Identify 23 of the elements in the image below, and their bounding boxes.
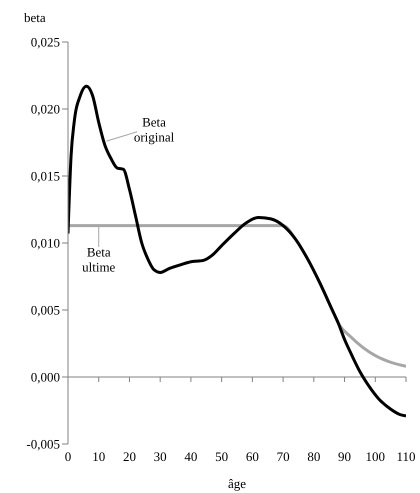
- y-tick-label: -0,005: [26, 436, 60, 452]
- legend-label: Beta ultime: [82, 244, 116, 274]
- y-tick-label: 0,015: [30, 168, 60, 184]
- x-tick-label: 30: [154, 449, 167, 464]
- x-tick-label: 0: [64, 449, 72, 464]
- x-tick-label: 50: [215, 449, 228, 464]
- y-tick-label: 0,020: [30, 102, 60, 117]
- x-tick-label: 110: [396, 449, 416, 464]
- y-tick-label: 0,010: [30, 236, 60, 251]
- x-axis-title: âge: [228, 476, 246, 491]
- x-tick-label: 80: [307, 449, 320, 464]
- x-tick-label: 100: [366, 449, 386, 464]
- x-tick-label: 70: [276, 449, 290, 464]
- x-tick-label: 60: [246, 449, 259, 464]
- x-tick-label: 10: [92, 449, 106, 464]
- y-tick-label: 0,005: [30, 302, 60, 318]
- x-tick-label: 40: [184, 449, 198, 464]
- y-tick-label: 0,000: [30, 370, 60, 385]
- text: Beta original: [134, 114, 175, 144]
- x-tick-label: 90: [338, 449, 352, 464]
- x-tick-label: 20: [122, 449, 136, 464]
- y-axis-title: beta: [24, 10, 46, 26]
- y-tick-label: 0,025: [30, 34, 60, 50]
